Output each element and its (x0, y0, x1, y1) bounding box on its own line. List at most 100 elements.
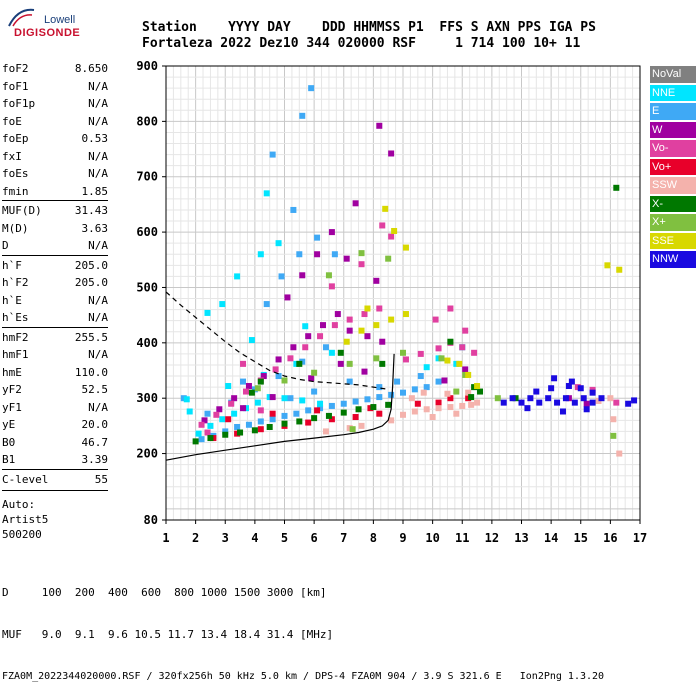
param-label: h`Es (2, 311, 29, 324)
legend-item-vo: Vo- (650, 140, 696, 157)
param-value: 3.39 (81, 453, 109, 466)
param-label: C-level (2, 472, 49, 486)
data-point (325, 412, 332, 419)
chart-grid (165, 65, 641, 520)
y-tick-label: 600 (136, 225, 158, 239)
legend-item-x: X- (650, 195, 696, 212)
data-point (423, 406, 430, 413)
logo-brand-top: Lowell (44, 14, 76, 26)
data-point (370, 404, 377, 411)
param-row: fxI N/A (2, 148, 108, 166)
data-point (248, 389, 255, 396)
data-point (435, 405, 442, 412)
data-point (234, 273, 241, 280)
data-point (361, 368, 368, 375)
data-point (254, 399, 261, 406)
param-separator (2, 468, 108, 470)
x-tick-label: 7 (340, 531, 347, 545)
series-x (192, 184, 620, 445)
data-point (240, 360, 247, 367)
data-point (281, 395, 288, 402)
data-point (429, 414, 436, 421)
param-label: hmE (2, 365, 22, 379)
data-point (234, 423, 241, 430)
digisonde-logo: Lowell DIGISONDE (4, 4, 94, 44)
data-point (453, 410, 460, 417)
param-label: B0 (2, 435, 16, 449)
data-point (376, 410, 383, 417)
data-point (385, 255, 392, 262)
x-tick-label: 3 (222, 531, 229, 545)
param-row: h`Es N/A (2, 309, 108, 327)
data-point (509, 395, 516, 402)
data-point (533, 388, 540, 395)
chart-points (180, 85, 638, 457)
data-point (462, 327, 469, 334)
data-point (358, 327, 365, 334)
param-row: foF1 N/A (2, 78, 108, 96)
bottom-info: D 100 200 400 600 800 1000 1500 3000 [km… (2, 558, 604, 698)
data-point (216, 406, 223, 413)
param-label: B1 (2, 453, 16, 466)
data-point (337, 349, 344, 356)
data-point (388, 417, 395, 424)
data-point (494, 395, 501, 402)
data-point (275, 373, 282, 380)
data-point (331, 251, 338, 258)
param-value: 55 (94, 472, 108, 486)
param-label: hmF2 (2, 330, 29, 344)
data-point (565, 383, 572, 390)
legend-item-nne: NNE (650, 84, 696, 101)
param-value: N/A (88, 400, 108, 414)
header-labels: Station YYYY DAY DDD HHMMSS P1 FFS S AXN… (142, 20, 596, 35)
param-row: fmin 1.85 (2, 183, 108, 201)
data-point (219, 416, 226, 423)
param-value: 1.85 (81, 184, 109, 198)
data-point (616, 266, 623, 273)
data-point (251, 427, 258, 434)
solid-lower-trace (165, 353, 395, 461)
auto-line2: Artist5 (2, 513, 49, 526)
data-point (616, 450, 623, 457)
data-point (240, 405, 247, 412)
data-point (328, 283, 335, 290)
data-point (610, 432, 617, 439)
param-label: foF2 (2, 62, 29, 75)
data-point (352, 414, 359, 421)
data-point (198, 436, 205, 443)
data-point (225, 416, 232, 423)
dashed-ordinary-profile (165, 291, 389, 390)
param-label: foE (2, 114, 22, 128)
param-row: D N/A (2, 237, 108, 255)
data-point (346, 360, 353, 367)
data-point (257, 407, 264, 414)
data-point (435, 345, 442, 352)
legend-item-vo: Vo+ (650, 158, 696, 175)
data-point (364, 396, 371, 403)
data-point (228, 400, 235, 407)
x-tick-label: 11 (455, 531, 469, 545)
ionogram-chart: 1 2 3 4 5 6 7 8 9 10 11 12 13 14 15 16 17802003004005006… (136, 59, 647, 545)
data-point (195, 430, 202, 437)
param-value: 110.0 (74, 365, 108, 379)
x-tick-label: 1 (162, 531, 169, 545)
x-tick-label: 13 (514, 531, 528, 545)
data-point (376, 384, 383, 391)
param-label: yF1 (2, 400, 22, 414)
param-row: hmF2 255.5 (2, 329, 108, 347)
y-tick-label: 800 (136, 114, 158, 128)
y-tick-label: 900 (136, 59, 158, 73)
data-point (435, 399, 442, 406)
data-point (346, 316, 353, 323)
param-row: M(D) 3.63 (2, 220, 108, 238)
data-point (524, 405, 531, 412)
param-label: foF1p (2, 97, 36, 110)
parameter-panel: foF2 8.650 foF1 N/A foF1p N/A foE N/A foEp 0.53 fx… (2, 60, 108, 542)
data-point (263, 301, 270, 308)
data-point (302, 323, 309, 330)
distance-row: D 100 200 400 600 800 1000 1500 3000 [km… (2, 586, 327, 599)
data-point (411, 408, 418, 415)
legend-item-w: W (650, 121, 696, 138)
param-row: yF1 N/A (2, 399, 108, 417)
data-point (376, 394, 383, 401)
